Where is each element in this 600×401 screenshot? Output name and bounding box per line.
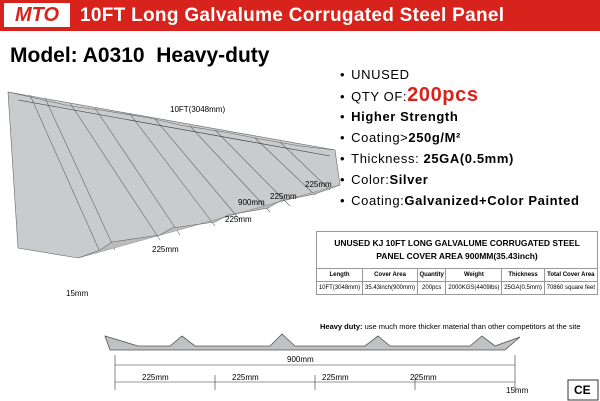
panel-label: 225mm	[270, 192, 297, 201]
feature-value: 25GA(0.5mm)	[423, 151, 514, 166]
spec-table: UNUSED KJ 10FT LONG GALVALUME CORRUGATED…	[316, 231, 599, 295]
table-header: Length	[316, 268, 363, 282]
feature: Coating:Galvanized+Color Painted	[340, 190, 580, 211]
table-header: Quantity	[417, 268, 447, 282]
logo: MTO	[4, 3, 70, 27]
table-cell: 10FT(3048mm)	[316, 281, 363, 295]
panel-drawing	[7, 91, 341, 259]
header-bar	[0, 0, 600, 31]
feature: UNUSED	[340, 64, 580, 85]
feature-label: Color:	[351, 172, 390, 187]
ce-mark: CE	[574, 383, 591, 397]
feature-label: Higher Strength	[351, 109, 459, 124]
model: Model: A0310 Heavy-duty	[10, 44, 270, 67]
feature-value: 250g/M²	[408, 130, 461, 145]
panel-label: 225mm	[305, 180, 332, 189]
feature: Coating>250g/M²	[340, 127, 580, 148]
panel-label: 900mm	[238, 198, 265, 207]
profile-width: 900mm	[287, 355, 314, 364]
feature-label: QTY OF:	[351, 89, 408, 104]
table-header: Weight	[445, 268, 503, 282]
feature-value: Silver	[389, 172, 429, 187]
feature-label: UNUSED	[351, 67, 410, 82]
feature-label: Coating:	[351, 193, 405, 208]
table-row: 10FT(3048mm) 35.43inch(900mm) 200pcs 200…	[316, 281, 599, 295]
panel-rib: 15mm	[66, 289, 89, 298]
table-title: UNUSED KJ 10FT LONG GALVALUME CORRUGATED…	[316, 231, 598, 268]
panel-label: 225mm	[225, 215, 252, 224]
note-label: Heavy duty:	[320, 322, 363, 331]
profile-span: 225mm	[410, 373, 437, 382]
feature-value: 200pcs	[407, 84, 479, 106]
profile-span: 225mm	[322, 373, 349, 382]
table-header: Cover Area	[361, 268, 419, 282]
table-cell: 35.43inch(900mm)	[361, 281, 419, 295]
feature: Color:Silver	[340, 169, 580, 190]
profile-drawing	[104, 333, 521, 351]
note: Heavy duty: use much more thicker materi…	[320, 322, 581, 331]
ce-box	[567, 379, 599, 401]
header-row: Length Cover Area Quantity Weight Thickn…	[316, 268, 599, 282]
feature: Thickness: 25GA(0.5mm)	[340, 148, 580, 169]
table-header: Total Cover Area	[543, 268, 599, 282]
panel-length: 10FT(3048mm)	[170, 105, 225, 114]
panel-label: 225mm	[152, 245, 179, 254]
profile-rib: 15mm	[506, 386, 529, 395]
dimension-lines	[114, 355, 516, 390]
header-title: 10FT Long Galvalume Corrugated Steel Pan…	[80, 5, 505, 26]
profile-span: 225mm	[142, 373, 169, 382]
table-cell: 70860 square feet	[543, 281, 599, 295]
feature: QTY OF:200pcs	[340, 85, 580, 106]
table-cell: 200pcs	[417, 281, 447, 295]
profile-span: 225mm	[232, 373, 259, 382]
feature-label: Thickness:	[351, 151, 420, 166]
table-cell: 25GA(0.5mm)	[501, 281, 545, 295]
feature-list: UNUSED QTY OF:200pcs Higher Strength Coa…	[340, 64, 580, 211]
table-header: Thickness	[501, 268, 545, 282]
table-cell: 2000KGS(4409lbs)	[445, 281, 503, 295]
feature-label: Coating>	[351, 130, 409, 145]
note-text: use much more thicker material than othe…	[364, 322, 581, 331]
feature: Higher Strength	[340, 106, 580, 127]
feature-value: Galvanized+Color Painted	[404, 193, 580, 208]
